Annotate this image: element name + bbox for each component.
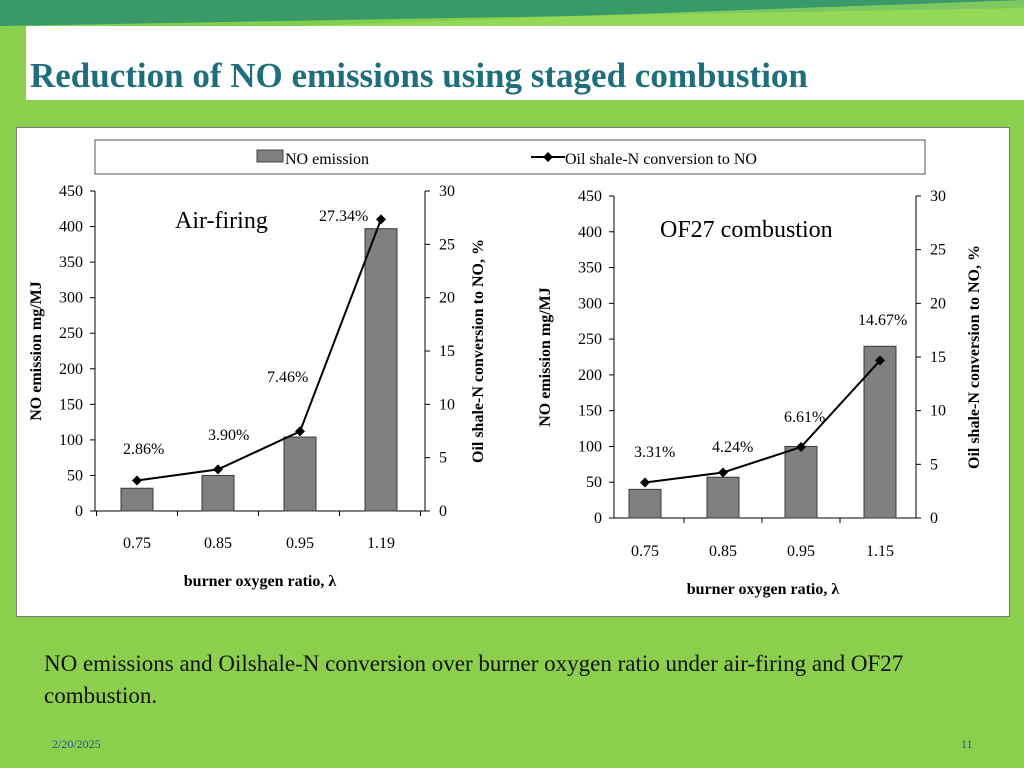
chart1-y2-tick-label: 20 <box>439 290 455 307</box>
chart1-line-point <box>295 426 305 437</box>
chart1-bar <box>364 228 398 512</box>
chart1-data-label: 3.90% <box>208 427 249 444</box>
chart1-y-tick-label: 50 <box>67 467 83 484</box>
chart2-y-tick-label: 350 <box>578 260 602 277</box>
chart1-y-tick-label: 450 <box>59 183 83 200</box>
chart2-y2-tick-label: 10 <box>930 403 946 420</box>
legend-line-marker <box>543 152 553 162</box>
header-decoration-band <box>0 0 1024 26</box>
chart2-annotation: OF27 combustion <box>660 217 833 243</box>
chart1-bar <box>120 487 154 512</box>
chart1-y-tick-label: 400 <box>59 219 83 236</box>
chart2-y-tick-label: 100 <box>578 438 602 455</box>
chart2-x-tick-label: 0.75 <box>631 543 659 560</box>
chart1-y-tick-label: 350 <box>59 254 83 271</box>
legend-box <box>94 139 926 175</box>
chart1-y2-tick-label: 10 <box>439 396 455 413</box>
chart2-line-point <box>640 477 650 488</box>
chart2-bar <box>784 445 818 519</box>
chart1-y-tick-label: 150 <box>59 396 83 413</box>
chart1-y2-tick-label: 25 <box>439 236 455 253</box>
slide-title: Reduction of NO emissions using staged c… <box>30 56 808 95</box>
chart1-y2-tick-label: 5 <box>439 450 447 467</box>
footer-date: 2/20/2025 <box>52 737 101 751</box>
chart1-y-tick-label: 250 <box>59 325 83 342</box>
chart1-y2-tick-label: 15 <box>439 343 455 360</box>
chart2-y-tick-label: 400 <box>578 224 602 241</box>
chart1-x-tick-label: 0.75 <box>123 535 151 552</box>
chart1-bar <box>201 474 235 512</box>
chart1-line-point <box>376 214 386 225</box>
chart2-y2-axis-label: Oil shale-N conversion to NO, % <box>966 245 983 469</box>
chart1-x-tick-label: 1.19 <box>367 535 395 552</box>
chart2-y-tick-label: 150 <box>578 403 602 420</box>
chart1-x-axis-label: burner oxygen ratio, λ <box>184 573 337 590</box>
chart1-data-label: 27.34% <box>319 208 368 225</box>
figure-caption: NO emissions and Oilshale-N conversion o… <box>44 651 904 708</box>
chart1-data-label: 2.86% <box>123 441 164 458</box>
chart2-data-label: 6.61% <box>784 409 825 426</box>
chart1-line-point <box>213 464 223 475</box>
chart2-line-point <box>718 467 728 478</box>
chart1-annotation: Air-firing <box>175 208 268 234</box>
chart2-x-tick-label: 0.95 <box>787 543 815 560</box>
chart1-y-tick-label: 300 <box>59 290 83 307</box>
chart2-data-label: 3.31% <box>634 444 675 461</box>
chart1-x-tick-label: 0.85 <box>204 535 232 552</box>
legend-bar-swatch <box>256 149 284 163</box>
chart2-y-tick-label: 250 <box>578 331 602 348</box>
chart2-line-point <box>796 442 806 453</box>
chart1-y-tick-label: 200 <box>59 361 83 378</box>
chart2-y2-tick-label: 0 <box>930 510 938 527</box>
legend-line-label: Oil shale-N conversion to NO <box>565 151 757 168</box>
chart1-line-series <box>136 219 382 482</box>
chart1-y2-axis-label: Oil shale-N conversion to NO, % <box>470 239 487 463</box>
figure-panel: NO emission Oil shale-N conversion to NO 0… <box>16 127 1010 617</box>
chart2-line-point <box>875 355 885 366</box>
chart2-x-axis-label: burner oxygen ratio, λ <box>687 581 840 598</box>
chart2-y-tick-label: 450 <box>578 188 602 205</box>
chart2-x-tick-label: 1.15 <box>866 543 894 560</box>
chart2-y-axis-label: NO emission mg/MJ <box>537 287 554 427</box>
chart1-y-axis-label: NO emission mg/MJ <box>28 281 45 421</box>
chart2-bar <box>706 476 740 519</box>
chart1-bar <box>283 436 317 512</box>
footer-page-number: 11 <box>961 737 973 751</box>
chart2-data-label: 14.67% <box>858 312 907 329</box>
chart2-y-tick-label: 200 <box>578 367 602 384</box>
chart2-y2-tick-label: 30 <box>930 188 946 205</box>
chart1-x-tick-label: 0.95 <box>286 535 314 552</box>
chart1-y2-tick-label: 30 <box>439 183 455 200</box>
chart2-y2-tick-label: 15 <box>930 349 946 366</box>
chart1-y2-tick-label: 0 <box>439 503 447 520</box>
chart1-y-tick-label: 100 <box>59 432 83 449</box>
chart2-bar <box>628 488 662 519</box>
title-bar <box>26 26 1024 100</box>
legend-bar-label: NO emission <box>285 151 369 168</box>
chart2-y2-tick-label: 25 <box>930 242 946 259</box>
chart1-line-point <box>132 475 142 486</box>
chart2-y2-tick-label: 20 <box>930 295 946 312</box>
chart1-data-label: 7.46% <box>267 369 308 386</box>
chart2-x-tick-label: 0.85 <box>709 543 737 560</box>
chart2-y2-tick-label: 5 <box>930 456 938 473</box>
chart2-line-series <box>644 359 881 484</box>
chart2-y-tick-label: 50 <box>586 474 602 491</box>
chart2-bar <box>863 345 897 519</box>
chart2-y-tick-label: 300 <box>578 295 602 312</box>
chart1-y-tick-label: 0 <box>75 503 83 520</box>
chart2-data-label: 4.24% <box>712 439 753 456</box>
chart2-y-tick-label: 0 <box>594 510 602 527</box>
charts-svg: NO emission Oil shale-N conversion to NO 0… <box>28 139 983 598</box>
